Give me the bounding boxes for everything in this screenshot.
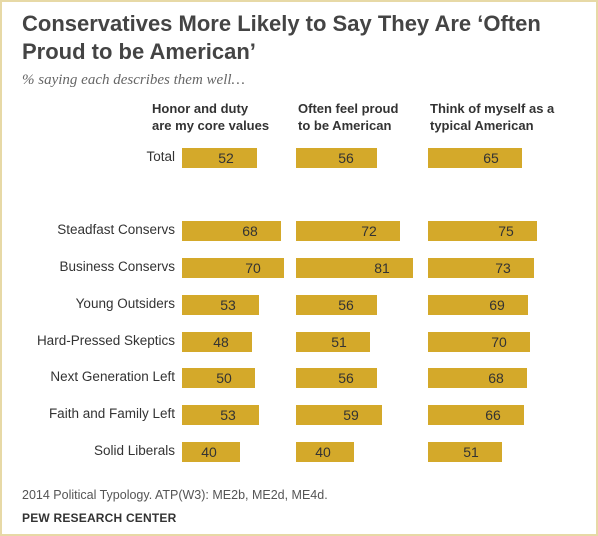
bar [182, 295, 259, 315]
bar [182, 332, 252, 352]
row-label: Business Conservs [59, 259, 175, 274]
bar [428, 148, 522, 168]
data-label: 56 [338, 150, 354, 166]
chart-subtitle: % saying each describes them well… [22, 72, 245, 88]
bar [296, 221, 400, 241]
bar [182, 258, 284, 278]
data-label: 68 [242, 223, 258, 239]
data-label: 65 [483, 150, 499, 166]
column-header-3: Think of myself as a typical American [430, 101, 555, 133]
data-label: 51 [463, 444, 479, 460]
bar [182, 405, 259, 425]
data-label: 56 [338, 370, 354, 386]
data-label: 69 [489, 297, 505, 313]
row-label: Solid Liberals [93, 443, 175, 458]
data-label: 53 [220, 297, 236, 313]
bar [428, 332, 530, 352]
bar [296, 368, 377, 388]
row-label: Total [146, 149, 175, 164]
bar [428, 295, 528, 315]
bar [182, 368, 255, 388]
bar [296, 148, 377, 168]
data-label: 66 [485, 407, 501, 423]
data-label: 70 [491, 334, 507, 350]
data-label: 68 [488, 370, 504, 386]
source-note: 2014 Political Typology. ATP(W3): ME2b, … [22, 488, 328, 502]
data-label: 59 [343, 407, 359, 423]
data-label: 70 [245, 260, 261, 276]
data-label: 48 [213, 334, 229, 350]
chart-title: Conservatives More Likely to Say They Ar… [22, 11, 541, 64]
data-label: 51 [331, 334, 347, 350]
bar [296, 295, 377, 315]
row-label: Hard-Pressed Skeptics [36, 333, 175, 348]
bar [296, 405, 382, 425]
row-label: Steadfast Conservs [57, 222, 175, 237]
bar [182, 221, 281, 241]
bar [296, 258, 413, 278]
data-label: 50 [216, 370, 232, 386]
bar [296, 442, 354, 462]
column-header-2: Often feel proud to be American [298, 101, 399, 133]
bar [428, 442, 502, 462]
bar [182, 148, 257, 168]
data-label: 40 [315, 444, 331, 460]
data-label: 73 [495, 260, 511, 276]
data-label: 40 [201, 444, 217, 460]
data-label: 72 [361, 223, 377, 239]
bar [296, 332, 370, 352]
row-label: Faith and Family Left [48, 406, 175, 421]
data-label: 52 [218, 150, 234, 166]
row-label: Young Outsiders [75, 296, 175, 311]
row-label: Next Generation Left [50, 369, 175, 384]
data-label: 75 [498, 223, 514, 239]
data-label: 81 [374, 260, 390, 276]
bar [428, 405, 524, 425]
column-header-1: Honor and duty are my core values [152, 101, 270, 133]
bar [428, 221, 537, 241]
bar [182, 442, 240, 462]
data-label: 56 [338, 297, 354, 313]
data-label: 53 [220, 407, 236, 423]
bar [428, 258, 534, 278]
bar [428, 368, 527, 388]
organization-name: PEW RESEARCH CENTER [22, 511, 177, 525]
